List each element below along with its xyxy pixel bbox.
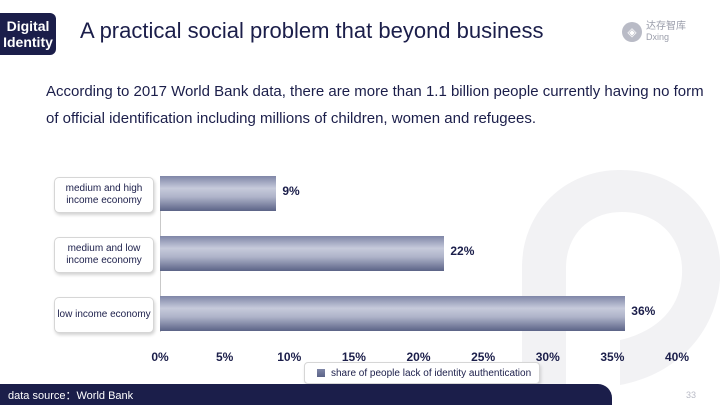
brand-logo: ◈ 达存智库 Dxing [622,22,686,42]
page-number: 33 [686,390,697,400]
x-tick-label: 10% [277,350,302,364]
bar [160,176,277,211]
category-label: medium and low income economy [54,237,154,273]
x-tick-label: 5% [215,350,234,364]
x-tick-label: 35% [600,350,625,364]
legend-label: share of people lack of identity authent… [331,367,532,379]
page-title: A practical social problem that beyond b… [80,18,544,43]
x-tick-label: 40% [664,350,690,364]
x-tick-label: 20% [406,350,431,364]
bar-value-label: 9% [282,184,300,198]
bar-value-label: 22% [450,244,475,258]
x-tick-label: 15% [341,350,366,364]
intro-paragraph: According to 2017 World Bank data, there… [46,83,704,127]
logo-icon: ◈ [622,22,642,42]
section-tag-label: Digital Identity [3,18,53,50]
bar-value-label: 36% [631,304,656,318]
legend-swatch [317,369,325,377]
data-source: data source：World Bank [8,389,134,402]
x-tick-label: 30% [535,350,560,364]
logo-text: 达存智库 Dxing [646,21,686,43]
chart-legend: share of people lack of identity authent… [304,362,541,384]
logo-en: Dxing [646,32,670,42]
bar [160,296,626,331]
footer-bar: data source：World Bank [0,384,612,405]
x-tick-label: 25% [471,350,496,364]
x-tick-label: 0% [151,350,169,364]
bar [160,236,445,271]
logo-cn: 达存智库 [646,21,686,32]
category-label: low income economy [54,297,154,333]
category-label: medium and high income economy [54,177,154,213]
section-tag: Digital Identity [0,13,56,55]
watermark-logo-icon [522,170,720,400]
